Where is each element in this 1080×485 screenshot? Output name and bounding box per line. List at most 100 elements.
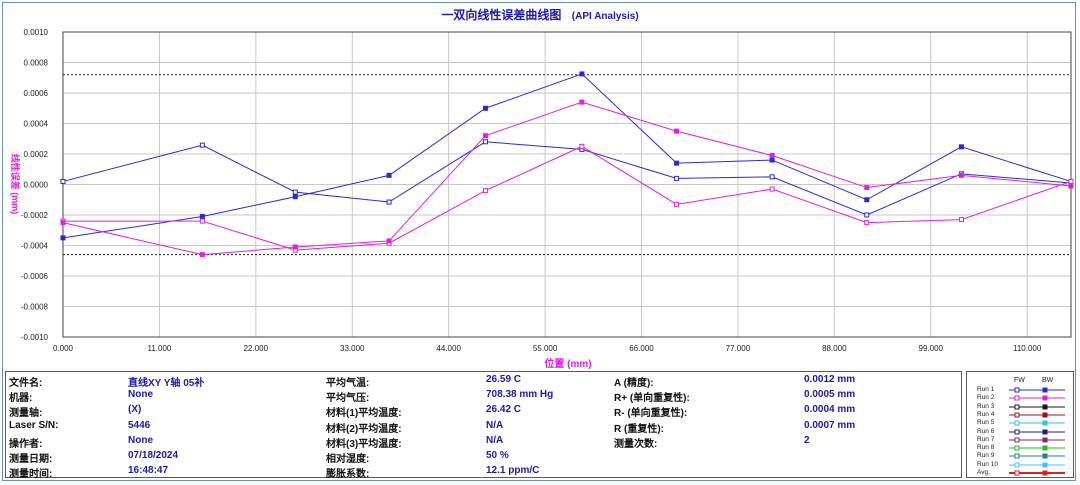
data-point bbox=[482, 105, 488, 111]
info-value: 0.0005 mm bbox=[804, 389, 856, 401]
legend-swatch bbox=[1009, 420, 1065, 426]
legend-item: Run 7 bbox=[967, 436, 1073, 444]
y-axis-label: 线性误差 (mm) bbox=[10, 154, 21, 215]
y-tick-label: -0.0010 bbox=[21, 333, 49, 342]
data-point bbox=[292, 194, 298, 200]
info-value: (X) bbox=[128, 404, 142, 416]
data-point bbox=[958, 172, 964, 178]
info-label: 平均气温: bbox=[326, 378, 370, 389]
chart-title: 一双向线性误差曲线图 bbox=[441, 8, 562, 22]
data-point bbox=[674, 201, 680, 207]
data-point bbox=[60, 178, 66, 184]
info-value: None bbox=[128, 434, 153, 446]
info-label: A (精度): bbox=[614, 378, 654, 389]
legend-item-label: Run 4 bbox=[977, 410, 995, 418]
y-tick-label: -0.0008 bbox=[21, 303, 49, 312]
legend-item: Run 4 bbox=[967, 411, 1073, 419]
legend-swatch bbox=[1009, 437, 1065, 443]
info-label: 材料(1)平均温度: bbox=[326, 408, 402, 420]
x-tick-label: 44.000 bbox=[436, 344, 461, 353]
legend-bw-marker bbox=[1042, 470, 1048, 476]
x-tick-label: 77.000 bbox=[726, 344, 751, 353]
info-label: 文件名: bbox=[9, 378, 43, 389]
x-tick-label: 22.000 bbox=[244, 344, 269, 353]
reference-lines bbox=[63, 74, 1071, 256]
data-point bbox=[674, 160, 680, 166]
info-label: 材料(3)平均温度: bbox=[326, 438, 402, 450]
legend-item: Run 1 bbox=[967, 386, 1073, 394]
line-chart: 0.000 11.000 22.000 33.000 44.000 55.000 66.00… bbox=[10, 28, 1074, 370]
y-tick-label: 0.0010 bbox=[24, 28, 49, 37]
y-tick-label: 0.0002 bbox=[24, 150, 49, 159]
legend-fw-marker bbox=[1014, 395, 1020, 401]
legend-item-label: Run 3 bbox=[977, 402, 995, 410]
info-value: 26.59 C bbox=[486, 374, 522, 385]
y-tick-label: 0.0006 bbox=[24, 89, 49, 98]
series-line bbox=[63, 145, 1072, 251]
data-point bbox=[292, 189, 298, 195]
info-label: 测量日期: bbox=[9, 454, 53, 465]
info-label: R (重复性): bbox=[614, 423, 664, 435]
legend-item-label: Run 10 bbox=[977, 460, 998, 468]
data-point bbox=[958, 144, 964, 150]
legend-swatch bbox=[1009, 470, 1065, 476]
data-point bbox=[60, 235, 66, 241]
tick-labels: 0.000 11.000 22.000 33.000 44.000 55.000 66.00… bbox=[21, 28, 1042, 353]
info-label: 膨胀系数: bbox=[326, 469, 370, 481]
info-label: 材料(2)平均温度: bbox=[326, 423, 402, 435]
legend-item: Run 2 bbox=[967, 394, 1073, 402]
data-point bbox=[60, 220, 66, 226]
legend-bw-marker bbox=[1042, 387, 1048, 393]
info-value: N/A bbox=[486, 419, 504, 431]
legend-item: Run 6 bbox=[967, 428, 1073, 436]
data-point bbox=[864, 185, 870, 191]
legend-item-label: Run 7 bbox=[977, 435, 995, 443]
series-lines bbox=[60, 71, 1074, 258]
legend-fw-marker bbox=[1014, 412, 1020, 418]
legend-fw-marker bbox=[1014, 429, 1020, 434]
legend-fw-marker bbox=[1014, 437, 1020, 443]
legend-item-label: Run 9 bbox=[977, 452, 995, 460]
info-label: 测量时间: bbox=[9, 469, 53, 481]
legend-swatch bbox=[1009, 412, 1065, 418]
legend-item: Avg. bbox=[967, 469, 1073, 477]
info-label: 平均气压: bbox=[326, 393, 370, 405]
legend-swatch bbox=[1009, 395, 1065, 401]
y-tick-label: -0.0004 bbox=[21, 242, 49, 251]
legend-fw-marker bbox=[1014, 404, 1020, 410]
info-value: 26.42 C bbox=[486, 404, 522, 416]
series-line bbox=[62, 73, 1072, 239]
data-point bbox=[482, 139, 488, 145]
legend-fw-marker bbox=[1014, 445, 1020, 451]
data-point bbox=[769, 174, 775, 180]
legend-swatch bbox=[1009, 445, 1065, 451]
series-line bbox=[62, 101, 1072, 256]
info-value: 0.0004 mm bbox=[804, 404, 856, 416]
data-point bbox=[769, 186, 775, 192]
x-tick-label: 33.000 bbox=[340, 344, 365, 353]
data-point bbox=[864, 220, 870, 226]
info-value: 50 % bbox=[486, 450, 509, 461]
legend-item-label: Run 1 bbox=[977, 386, 995, 393]
y-tick-label: 0.0008 bbox=[24, 59, 49, 68]
grid-lines bbox=[63, 32, 1071, 337]
y-tick-label: -0.0002 bbox=[21, 211, 49, 220]
data-point bbox=[482, 133, 488, 139]
data-point bbox=[199, 218, 205, 224]
measurement-info-panel: 文件名: 直线XY Y轴 05补 机器: None 测量轴: (X) Laser S/N: 5… bbox=[5, 371, 962, 481]
legend-item: Run 5 bbox=[967, 419, 1073, 427]
legend-swatch bbox=[1009, 404, 1065, 410]
info-value: N/A bbox=[486, 434, 504, 446]
info-value: 12.1 ppm/C bbox=[486, 465, 540, 477]
info-value: 直线XY Y轴 05补 bbox=[128, 378, 205, 389]
legend-item-label: Avg. bbox=[977, 469, 990, 476]
x-tick-label: 0.000 bbox=[53, 344, 74, 353]
data-point bbox=[1068, 178, 1074, 184]
data-point bbox=[386, 172, 392, 178]
data-point bbox=[579, 143, 585, 149]
x-tick-label: 66.000 bbox=[629, 344, 654, 353]
legend-item: Run 9 bbox=[967, 452, 1073, 460]
legend-bw-marker bbox=[1042, 453, 1048, 459]
legend-swatch bbox=[1009, 462, 1065, 468]
legend-item-label: Run 8 bbox=[977, 444, 995, 452]
